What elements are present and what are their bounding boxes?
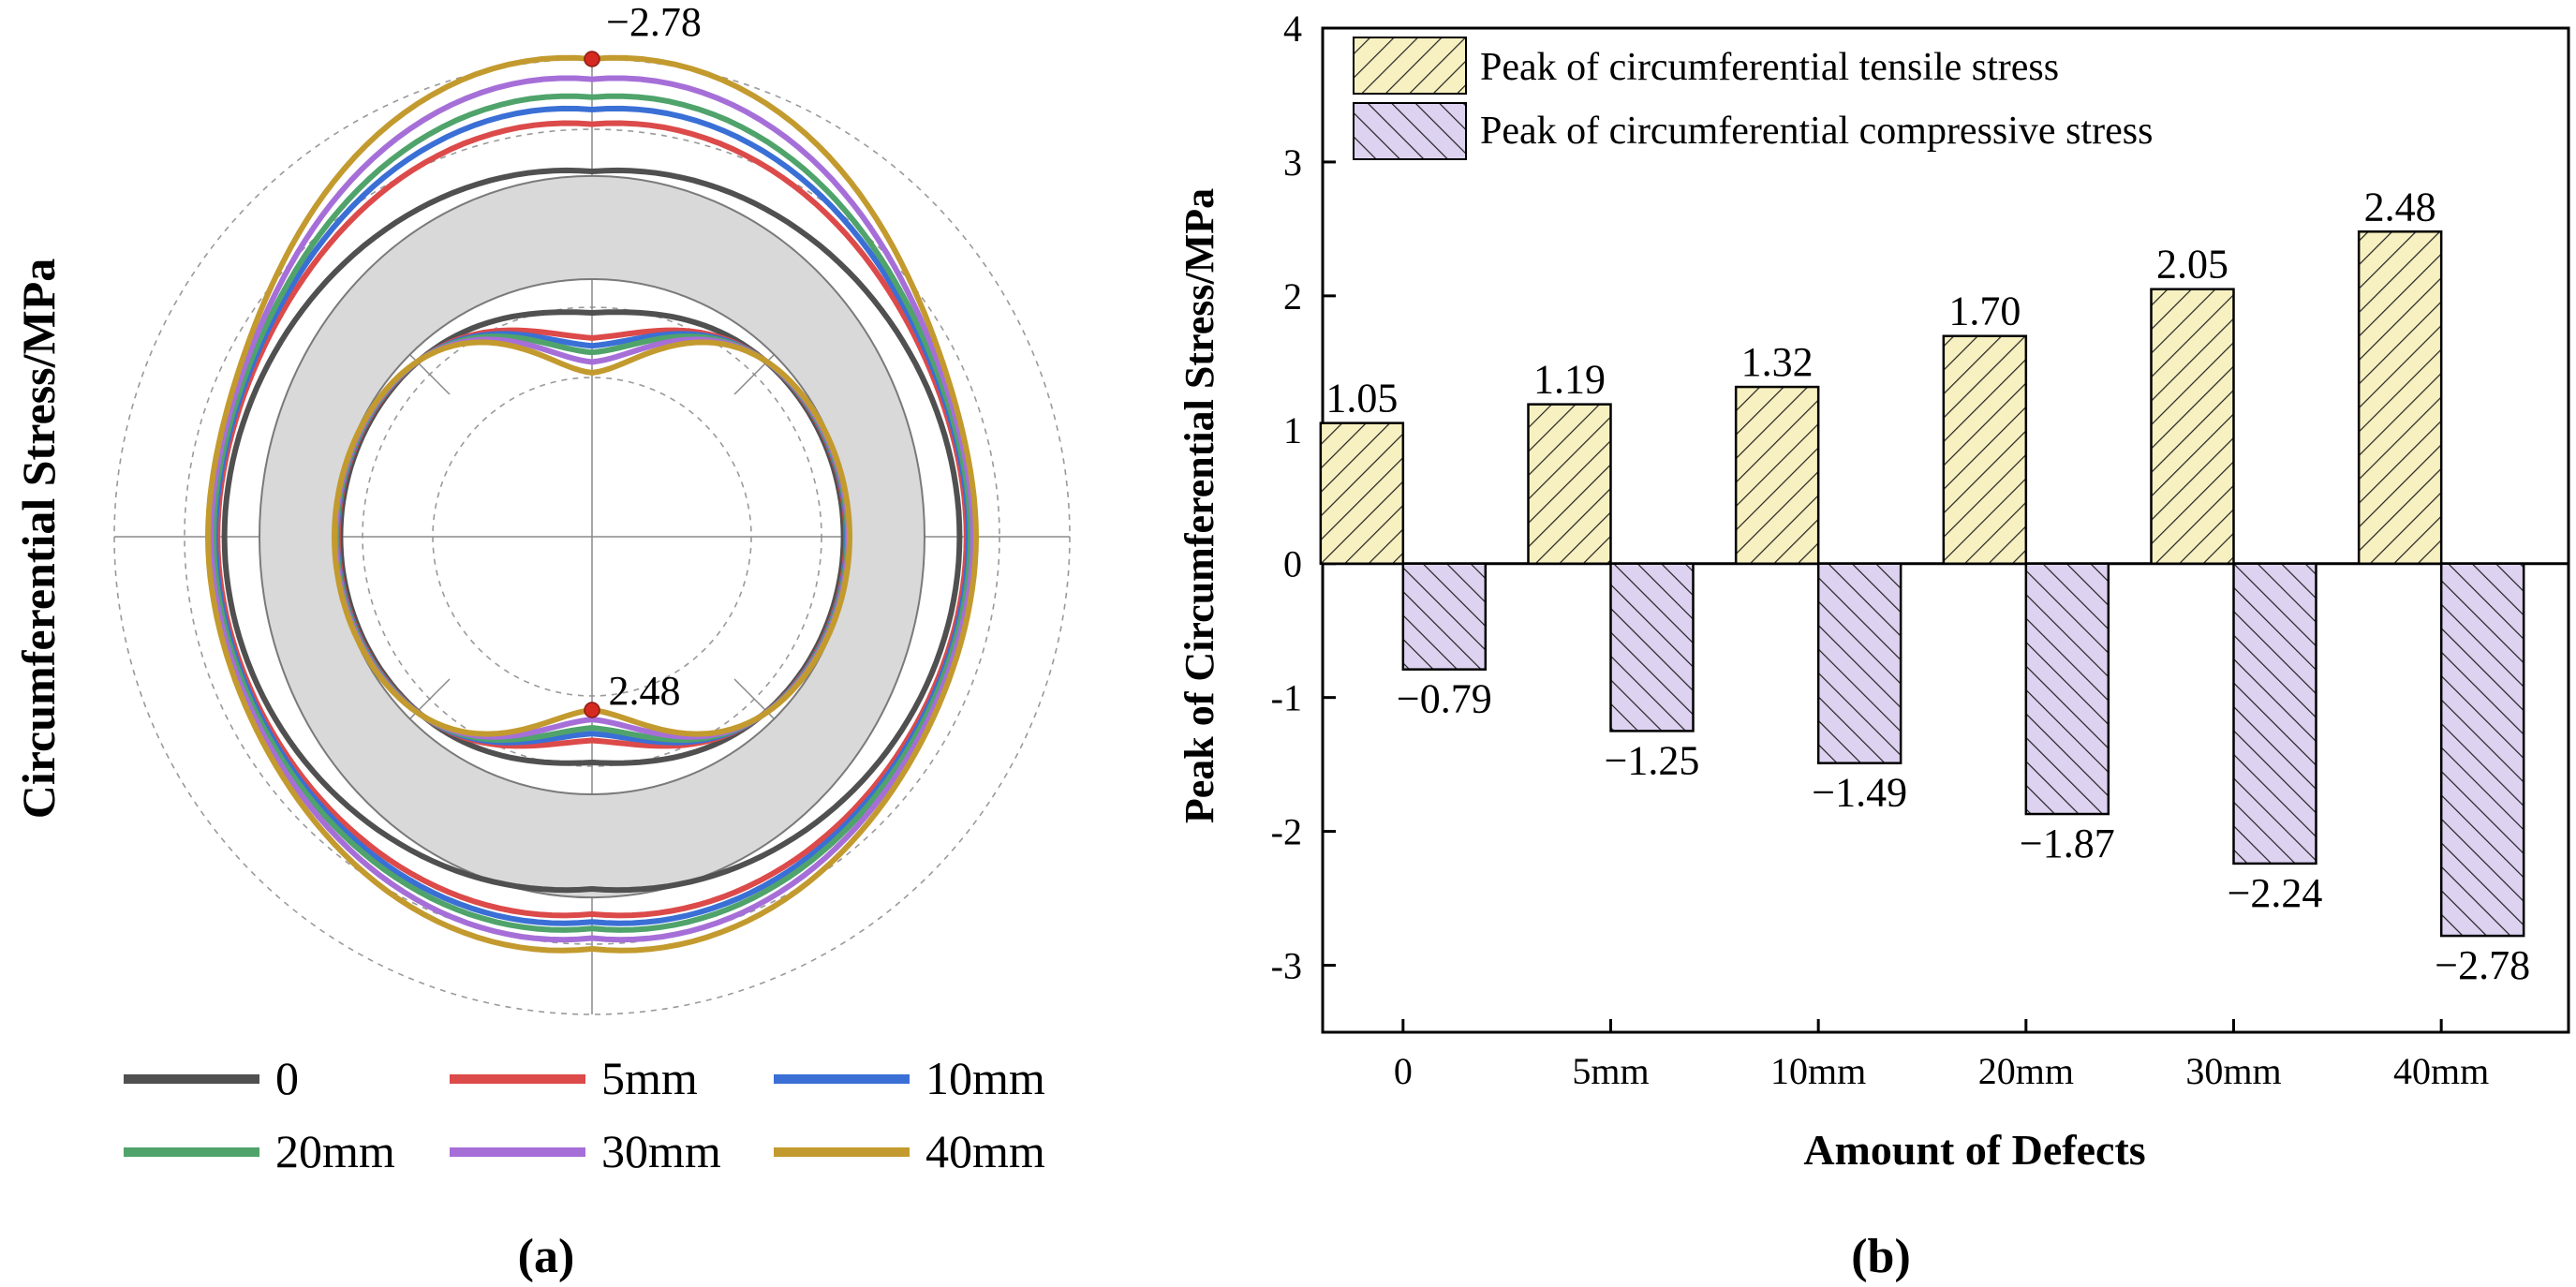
bar-value-label: −1.87	[2020, 821, 2115, 866]
stress-curve-outer-5mm	[215, 120, 970, 919]
polar-y-axis-label: Circumferential Stress/MPa	[12, 259, 65, 820]
stress-curve-outer-10mm	[212, 105, 972, 926]
y-tick-label: 2	[1283, 275, 1302, 318]
panel-b-label: (b)	[1851, 1230, 1911, 1283]
bar-compressive-40mm	[2439, 562, 2525, 938]
legend-label-30mm: 30mm	[601, 1125, 721, 1177]
stress-curve-outer-20mm	[210, 93, 974, 933]
y-tick-label: -2	[1271, 811, 1302, 853]
legend-label-0: 0	[275, 1052, 299, 1104]
bar-value-label: −2.78	[2435, 942, 2530, 988]
bar-tensile-40mm	[2357, 230, 2443, 565]
min-annotation: 2.48	[609, 668, 681, 714]
legend-swatch-compressive	[1353, 102, 1467, 160]
bar-tensile-30mm	[2150, 288, 2235, 565]
bar-tensile-10mm	[1734, 385, 1820, 565]
legend-label-40mm: 40mm	[925, 1125, 1045, 1177]
stress-curve-outer-0	[221, 167, 963, 894]
stress-curve-outer-30mm	[208, 75, 976, 943]
bar-y-axis-label: Peak of Circumferential Stress/MPa	[1177, 188, 1222, 823]
legend-label-5mm: 5mm	[601, 1052, 698, 1104]
bar-value-label: 1.32	[1741, 339, 1814, 385]
y-tick-label: -3	[1271, 945, 1302, 987]
bar-chart: 4 3 2 1 0 -1 -2 -3 0 5mm 10mm 20mm 30mm 40mm 1.05 −0.…	[1177, 7, 2570, 1283]
legend-label-compressive: Peak of circumferential compressive stre…	[1480, 110, 2153, 153]
bar-value-label: 1.19	[1533, 357, 1606, 403]
panel-a-label: (a)	[518, 1230, 575, 1283]
bar-tensile-20mm	[1942, 334, 2028, 565]
max-annotation: −2.78	[606, 0, 702, 45]
bar-x-axis-label: Amount of Defects	[1803, 1126, 2145, 1174]
x-axis-ticks: 0 5mm 10mm 20mm 30mm 40mm	[1394, 1019, 2489, 1092]
y-tick-label: 3	[1283, 141, 1302, 184]
bar-value-label: 1.70	[1948, 288, 2021, 334]
x-tick-label: 5mm	[1572, 1050, 1649, 1092]
legend-label-20mm: 20mm	[275, 1125, 395, 1177]
bars	[1319, 230, 2525, 938]
bar-value-label: 2.05	[2156, 242, 2228, 288]
x-tick-label: 10mm	[1770, 1050, 1866, 1092]
legend-label-tensile: Peak of circumferential tensile stress	[1480, 46, 2059, 89]
legend-label-10mm: 10mm	[925, 1052, 1045, 1104]
legend-swatch-tensile	[1353, 37, 1467, 95]
x-tick-label: 30mm	[2185, 1050, 2281, 1092]
bar-value-label: −1.25	[1605, 737, 1700, 783]
bar-value-labels: 1.05 −0.79 1.19 −1.25 1.32 −1.49 1.70 −1.87 2.05…	[1325, 184, 2530, 988]
bar-tensile-5mm	[1527, 403, 1612, 565]
min-point-marker	[584, 702, 600, 718]
bar-legend: Peak of circumferential tensile stress P…	[1353, 37, 2153, 160]
x-tick-label: 20mm	[1978, 1050, 2074, 1092]
bar-value-label: −1.49	[1812, 770, 1907, 816]
y-axis-ticks: 4 3 2 1 0 -1 -2 -3	[1271, 7, 1336, 987]
y-tick-label: -1	[1271, 677, 1302, 719]
x-tick-label: 40mm	[2393, 1050, 2489, 1092]
y-tick-label: 0	[1283, 543, 1302, 585]
bar-compressive-30mm	[2232, 562, 2317, 865]
bar-value-label: 1.05	[1325, 376, 1398, 422]
stress-curves	[204, 54, 980, 954]
polar-chart: −2.78 2.48 Circumferential Stress/MPa 0 5…	[12, 0, 1071, 1283]
bar-tensile-0	[1319, 422, 1405, 565]
stress-curve-outer-40mm	[204, 54, 980, 954]
bar-value-label: 2.48	[2364, 184, 2436, 229]
polar-legend: 0 5mm 10mm 20mm 30mm 40mm	[124, 1052, 1045, 1177]
y-tick-label: 1	[1283, 409, 1302, 451]
bar-compressive-0	[1401, 562, 1488, 671]
bar-compressive-5mm	[1609, 562, 1695, 732]
bar-value-label: −2.24	[2228, 870, 2323, 916]
x-tick-label: 0	[1394, 1050, 1413, 1092]
max-point-marker	[584, 51, 600, 67]
y-tick-label: 4	[1283, 7, 1302, 50]
bar-compressive-20mm	[2024, 562, 2110, 816]
bar-compressive-10mm	[1816, 562, 1902, 764]
bar-value-label: −0.79	[1397, 676, 1492, 722]
